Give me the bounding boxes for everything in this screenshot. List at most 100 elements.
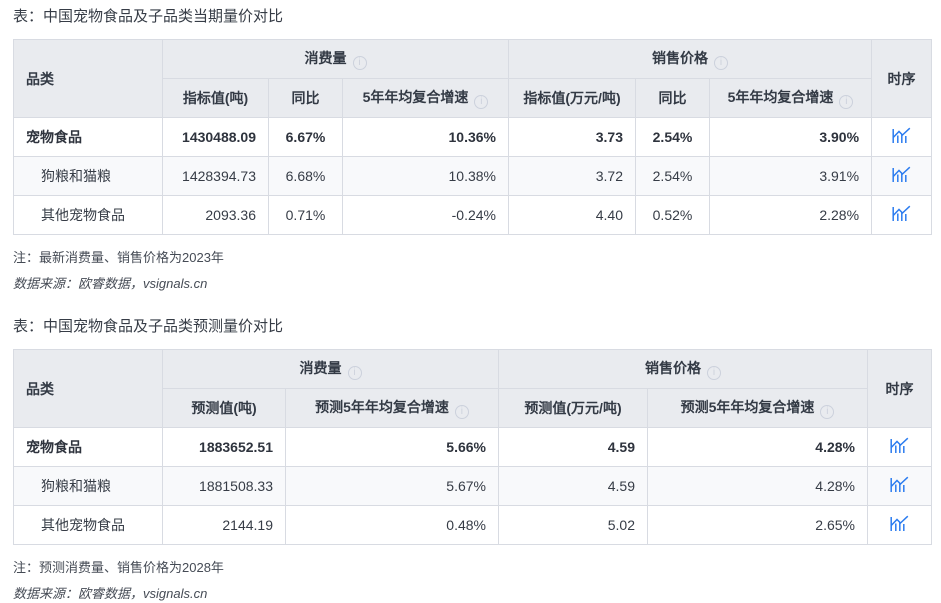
cagr-cell: 4.28% [647, 427, 868, 467]
cagr5-label: 5年年均复合增速 [362, 88, 469, 105]
cagr-cell: 2.65% [647, 505, 868, 545]
current-comparison-section: 表：中国宠物食品及子品类当期量价对比 品类 消费量 i 销售价格 i 时序 [13, 7, 933, 292]
info-icon[interactable]: i [714, 55, 729, 70]
value-cell: 3.72 [508, 156, 636, 196]
header-yoy: 同比 [635, 78, 710, 118]
cagr-cell: 5.66% [285, 427, 499, 467]
header-consumption-group: 消费量 i [162, 349, 499, 389]
category-cell: 宠物食品 [13, 117, 163, 157]
bar-chart-icon [890, 515, 909, 531]
timeseries-cell [867, 505, 932, 545]
table2-title: 表：中国宠物食品及子品类预测量价对比 [13, 318, 284, 335]
value-cell: 4.40 [508, 195, 636, 235]
cagr-cell: 3.91% [708, 156, 873, 196]
info-icon[interactable]: i [347, 365, 362, 380]
yoy-cell: 0.71% [268, 195, 343, 235]
header-cagr5: 5年年均复合增速 i [342, 78, 509, 118]
yoy-cell: 2.54% [635, 117, 710, 157]
open-chart-button[interactable] [890, 515, 909, 531]
cagr-cell: 10.38% [342, 156, 509, 196]
header-category: 品类 [13, 39, 163, 118]
bar-chart-icon [892, 205, 911, 221]
value-cell: 4.59 [498, 427, 648, 467]
value-cell: 5.02 [498, 505, 648, 545]
price-group-label: 销售价格 [652, 49, 709, 66]
header-indicator-value-tons: 指标值(吨) [162, 78, 269, 118]
category-cell: 其他宠物食品 [13, 195, 163, 235]
value-cell: 1430488.09 [162, 117, 269, 157]
yoy-cell: 6.67% [268, 117, 343, 157]
table-row: 狗粮和猫粮 1428394.73 6.68% 10.38% 3.72 2.54%… [13, 156, 933, 196]
header-forecast-cagr5: 预测5年年均复合增速 i [647, 388, 868, 428]
info-icon[interactable]: i [352, 55, 367, 70]
timeseries-cell [867, 427, 932, 467]
category-cell: 狗粮和猫粮 [13, 466, 163, 506]
value-cell: 2093.36 [162, 195, 269, 235]
header-timeseries: 时序 [871, 39, 933, 118]
table1-title: 表：中国宠物食品及子品类当期量价对比 [13, 8, 284, 25]
category-cell: 狗粮和猫粮 [13, 156, 163, 196]
info-icon[interactable]: i [820, 404, 835, 419]
bar-chart-icon [892, 127, 911, 143]
bar-chart-icon [892, 166, 911, 182]
table-row: 宠物食品 1883652.51 5.66% 4.59 4.28% [13, 427, 932, 467]
header-consumption-group: 消费量 i [162, 39, 509, 79]
forecast-cagr5-label: 预测5年年均复合增速 [315, 398, 449, 415]
yoy-cell: 2.54% [635, 156, 710, 196]
table2-note: 注：预测消费量、销售价格为2028年 [13, 560, 224, 575]
open-chart-button[interactable] [892, 166, 911, 182]
forecast-cagr5-label: 预测5年年均复合增速 [680, 398, 815, 415]
category-cell: 宠物食品 [13, 427, 163, 467]
cagr-cell: 10.36% [342, 117, 509, 157]
table2-source: 数据来源：欧睿数据，vsignals.cn [13, 586, 208, 601]
header-forecast-value-tons: 预测值(吨) [162, 388, 286, 428]
consumption-group-label: 消费量 [299, 359, 342, 376]
cagr-cell: -0.24% [342, 195, 509, 235]
category-cell: 其他宠物食品 [13, 505, 163, 545]
info-icon[interactable]: i [839, 94, 854, 109]
price-group-label: 销售价格 [645, 359, 701, 376]
cagr-cell: 4.28% [647, 466, 868, 506]
open-chart-button[interactable] [890, 437, 909, 453]
table-row: 狗粮和猫粮 1881508.33 5.67% 4.59 4.28% [13, 466, 932, 506]
current-comparison-table: 品类 消费量 i 销售价格 i 时序 指标值(吨) 同比 5年年均复合增速 i 指标值 [13, 39, 933, 235]
table-row: 其他宠物食品 2144.19 0.48% 5.02 2.65% [13, 505, 932, 545]
value-cell: 1883652.51 [162, 427, 286, 467]
yoy-cell: 0.52% [635, 195, 710, 235]
forecast-comparison-table: 品类 消费量 i 销售价格 i 时序 预测值(吨) 预测5年年均复合增速 i 预测值(… [13, 349, 932, 545]
table-row: 宠物食品 1430488.09 6.67% 10.36% 3.73 2.54% … [13, 117, 933, 157]
cagr-cell: 0.48% [285, 505, 499, 545]
timeseries-cell [871, 117, 933, 157]
open-chart-button[interactable] [892, 205, 911, 221]
header-forecast-cagr5: 预测5年年均复合增速 i [285, 388, 499, 428]
info-icon[interactable]: i [707, 365, 721, 380]
header-timeseries: 时序 [867, 349, 932, 428]
cagr5-label: 5年年均复合增速 [727, 88, 834, 105]
table1-source: 数据来源：欧睿数据，vsignals.cn [13, 276, 208, 291]
info-icon[interactable]: i [474, 94, 489, 109]
header-forecast-value-price: 预测值(万元/吨) [498, 388, 648, 428]
open-chart-button[interactable] [890, 476, 909, 492]
info-icon[interactable]: i [454, 404, 469, 419]
value-cell: 3.73 [508, 117, 636, 157]
table1-note: 注：最新消费量、销售价格为2023年 [13, 250, 224, 265]
value-cell: 1428394.73 [162, 156, 269, 196]
timeseries-cell [867, 466, 932, 506]
header-price-group: 销售价格 i [498, 349, 868, 389]
value-cell: 4.59 [498, 466, 648, 506]
open-chart-button[interactable] [892, 127, 911, 143]
forecast-comparison-section: 表：中国宠物食品及子品类预测量价对比 品类 消费量 i 销售价格 i 时序 [13, 317, 932, 602]
value-cell: 1881508.33 [162, 466, 286, 506]
value-cell: 2144.19 [162, 505, 286, 545]
header-cagr5: 5年年均复合增速 i [708, 78, 873, 118]
timeseries-cell [871, 195, 933, 235]
bar-chart-icon [890, 476, 909, 492]
cagr-cell: 5.67% [285, 466, 499, 506]
header-price-group: 销售价格 i [507, 39, 873, 79]
timeseries-cell [871, 156, 933, 196]
table-row: 其他宠物食品 2093.36 0.71% -0.24% 4.40 0.52% 2… [13, 195, 933, 235]
header-category: 品类 [13, 349, 163, 428]
cagr-cell: 3.90% [708, 117, 873, 157]
consumption-group-label: 消费量 [304, 49, 347, 66]
